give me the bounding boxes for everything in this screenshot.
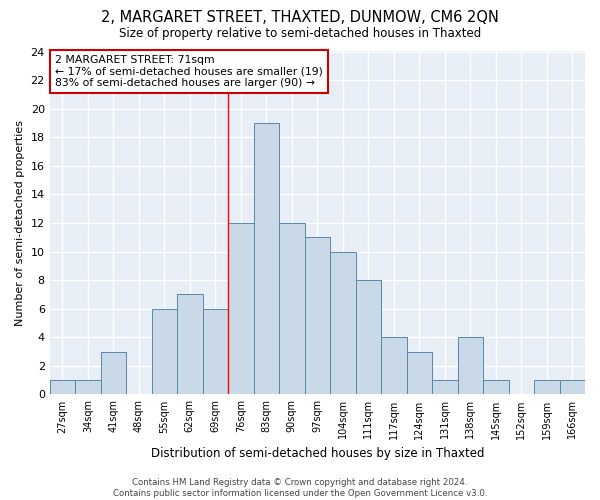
Text: Contains HM Land Registry data © Crown copyright and database right 2024.
Contai: Contains HM Land Registry data © Crown c… bbox=[113, 478, 487, 498]
Bar bbox=[254, 123, 279, 394]
Bar bbox=[381, 338, 407, 394]
Bar bbox=[228, 223, 254, 394]
Bar bbox=[75, 380, 101, 394]
Bar bbox=[177, 294, 203, 394]
Bar bbox=[458, 338, 483, 394]
Bar bbox=[203, 308, 228, 394]
Y-axis label: Number of semi-detached properties: Number of semi-detached properties bbox=[15, 120, 25, 326]
Text: 2 MARGARET STREET: 71sqm
← 17% of semi-detached houses are smaller (19)
83% of s: 2 MARGARET STREET: 71sqm ← 17% of semi-d… bbox=[55, 55, 323, 88]
Bar bbox=[305, 238, 330, 394]
Text: 2, MARGARET STREET, THAXTED, DUNMOW, CM6 2QN: 2, MARGARET STREET, THAXTED, DUNMOW, CM6… bbox=[101, 10, 499, 25]
Bar bbox=[534, 380, 560, 394]
Bar bbox=[279, 223, 305, 394]
X-axis label: Distribution of semi-detached houses by size in Thaxted: Distribution of semi-detached houses by … bbox=[151, 447, 484, 460]
Bar bbox=[560, 380, 585, 394]
Bar bbox=[432, 380, 458, 394]
Bar bbox=[330, 252, 356, 394]
Bar bbox=[101, 352, 126, 395]
Bar bbox=[50, 380, 75, 394]
Bar bbox=[407, 352, 432, 395]
Bar bbox=[356, 280, 381, 394]
Bar bbox=[483, 380, 509, 394]
Bar bbox=[152, 308, 177, 394]
Text: Size of property relative to semi-detached houses in Thaxted: Size of property relative to semi-detach… bbox=[119, 28, 481, 40]
